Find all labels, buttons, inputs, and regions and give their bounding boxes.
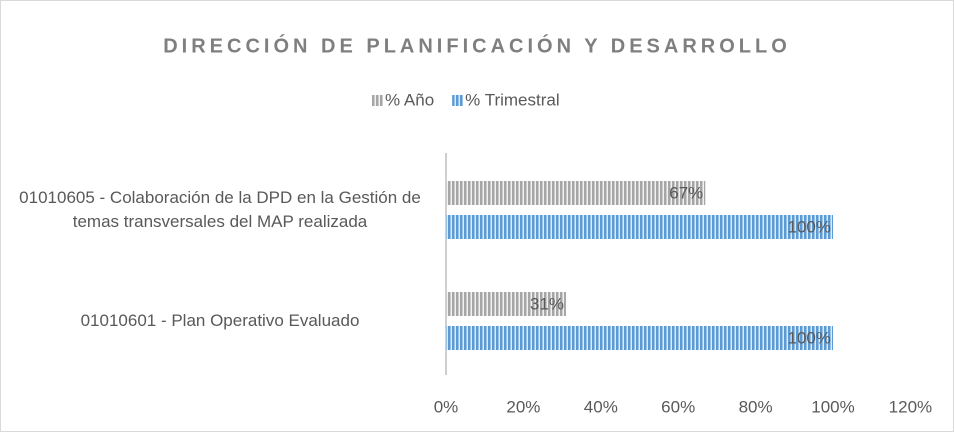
legend-label: % Año (385, 90, 434, 109)
bar (446, 292, 566, 316)
bar (446, 215, 833, 239)
x-tick-label: 40% (584, 397, 618, 416)
chart-title: DIRECCIÓN DE PLANIFICACIÓN Y DESARROLLO (163, 33, 791, 57)
data-label: 31% (530, 294, 564, 313)
legend-swatch (372, 95, 383, 106)
x-tick-label: 60% (661, 397, 695, 416)
data-label: 100% (788, 328, 831, 347)
x-tick-label: 80% (739, 397, 773, 416)
category-label: 01010601 - Plan Operativo Evaluado (80, 311, 360, 330)
data-label: 67% (669, 183, 703, 202)
legend-label: % Trimestral (465, 90, 559, 109)
category-label: 01010605 - Colaboración de la DPD en la … (19, 188, 421, 231)
bar (446, 181, 706, 205)
x-tick-label: 100% (811, 397, 854, 416)
x-tick-label: 20% (506, 397, 540, 416)
x-tick-label: 120% (889, 397, 932, 416)
bar (446, 326, 833, 350)
data-label: 100% (788, 217, 831, 236)
x-tick-label: 0% (434, 397, 459, 416)
legend-swatch (452, 95, 464, 106)
